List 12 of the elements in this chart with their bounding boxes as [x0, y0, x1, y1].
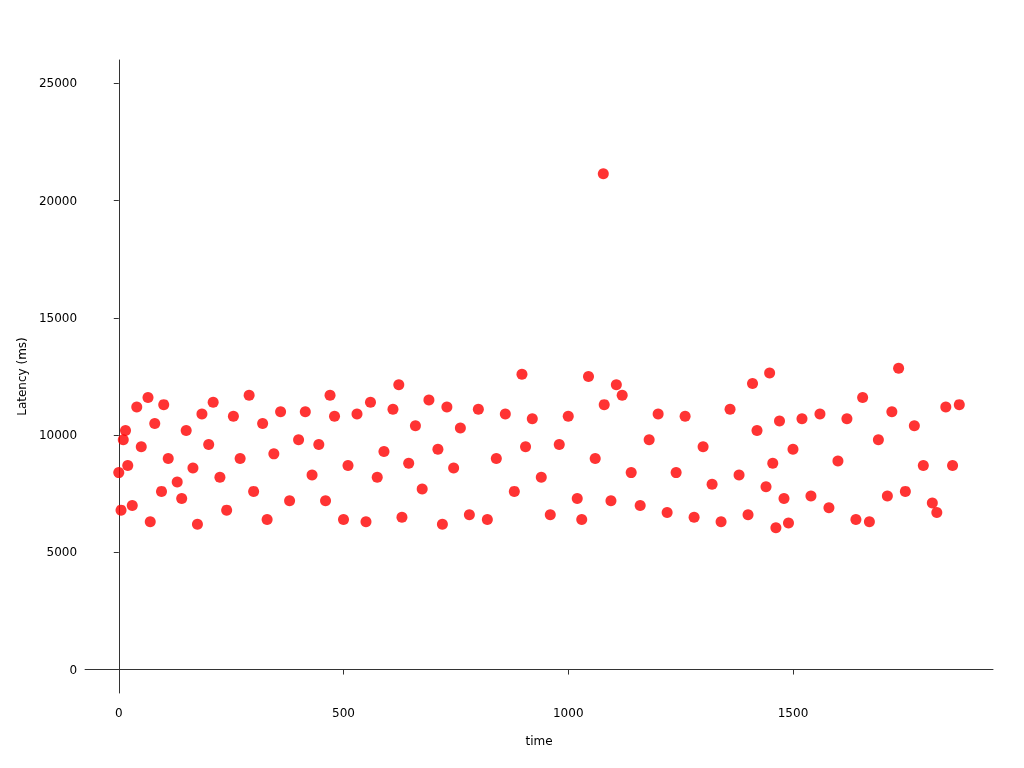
- y-tick-label: 10000: [38, 428, 78, 443]
- x-tick-label: 1000: [552, 706, 584, 720]
- y-tick-label: 0: [69, 662, 78, 677]
- x-axis-title: time: [525, 734, 553, 748]
- x-tick-label: 500: [332, 706, 355, 720]
- y-tick-label: 5000: [46, 545, 78, 560]
- y-tick-label: 15000: [38, 310, 78, 325]
- x-tick-label: 1500: [777, 706, 809, 720]
- y-tick-label: 25000: [38, 76, 78, 91]
- y-axis-title: Latency (ms): [15, 337, 29, 416]
- x-tick-label: 0: [114, 706, 123, 720]
- y-tick-label: 20000: [38, 193, 78, 208]
